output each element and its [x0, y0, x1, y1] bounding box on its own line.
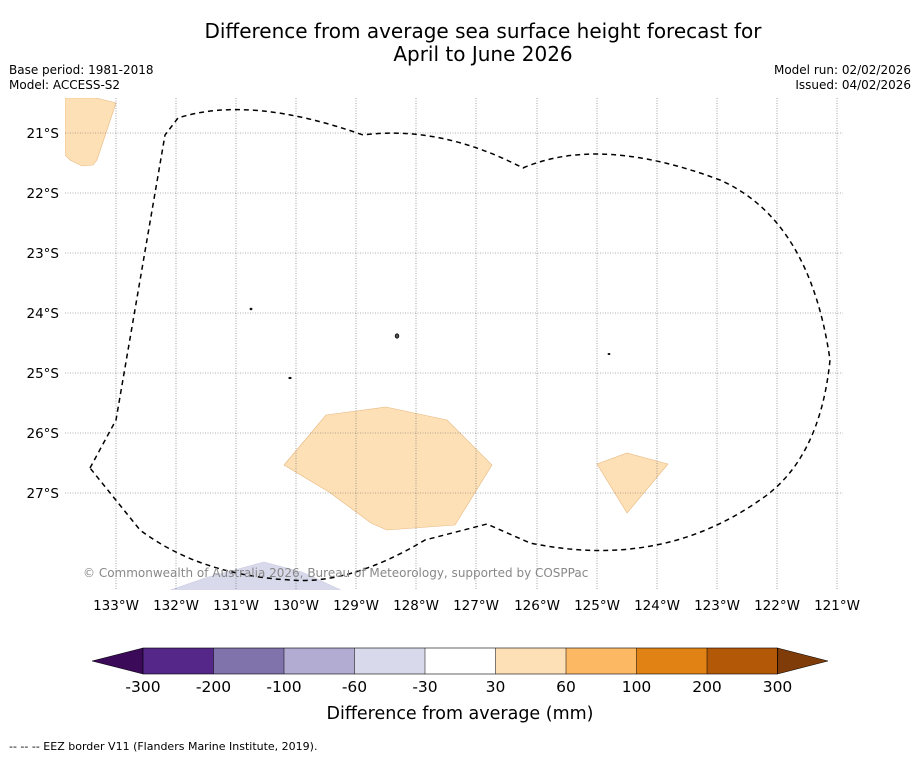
graticule — [65, 98, 843, 590]
colorbar-tick-4: -60 — [342, 678, 367, 696]
lat-label-24s: 24°S — [27, 306, 60, 322]
lon-label-121w: 121°W — [814, 598, 860, 614]
lon-label-123w: 123°W — [694, 598, 740, 614]
model-run-text: Model run: 02/02/2026 — [773, 63, 911, 77]
colorbar-cell-6 — [495, 648, 566, 674]
issued-text: Issued: 04/02/2026 — [795, 78, 911, 92]
colorbar-cell-5 — [425, 648, 496, 674]
islands — [249, 307, 611, 380]
colorbar-cell-1 — [143, 648, 214, 674]
colorbar-tick-5: -30 — [412, 678, 437, 696]
colorbar-tick-8: 100 — [622, 678, 652, 696]
colorbar-outline — [142, 647, 778, 675]
base-period-text: Base period: 1981-2018 — [9, 63, 154, 77]
lon-label-132w: 132°W — [153, 598, 199, 614]
lat-label-21s: 21°S — [27, 126, 60, 142]
meta-left: Base period: 1981-2018 Model: ACCESS-S2 — [9, 63, 154, 93]
colorbar-cell-9 — [707, 648, 778, 674]
lon-label-128w: 128°W — [393, 598, 439, 614]
colorbar-dividers — [213, 648, 708, 674]
colorbar-tick-6: 30 — [486, 678, 506, 696]
colorbar-cell-4 — [354, 648, 425, 674]
colorbar-cell-8 — [636, 648, 707, 674]
colorbar-tick-10: 300 — [763, 678, 793, 696]
anomaly-patch-northwest — [65, 98, 117, 167]
lon-label-127w: 127°W — [453, 598, 499, 614]
colorbar-cell-over — [777, 647, 829, 675]
model-text: Model: ACCESS-S2 — [9, 78, 121, 92]
latitude-labels: 21°S 22°S 23°S 24°S 25°S 26°S 27°S — [27, 126, 60, 502]
lat-label-25s: 25°S — [27, 366, 60, 382]
lat-label-22s: 22°S — [27, 186, 60, 202]
colorbar-cell-under — [91, 647, 144, 675]
island-2 — [394, 333, 400, 339]
anomaly-patch-south-negative — [169, 561, 342, 590]
colorbar-tick-7: 60 — [556, 678, 576, 696]
anomaly-patch-central — [283, 406, 493, 531]
lat-label-27s: 27°S — [27, 486, 60, 502]
lon-label-122w: 122°W — [754, 598, 800, 614]
eez-footnote: -- -- -- EEZ border V11 (Flanders Marine… — [9, 740, 318, 753]
lon-label-131w: 131°W — [213, 598, 259, 614]
lat-label-26s: 26°S — [27, 426, 60, 442]
colorbar-cell-7 — [566, 648, 637, 674]
lon-label-129w: 129°W — [333, 598, 379, 614]
map-title: Difference from average sea surface heig… — [0, 20, 919, 66]
longitude-labels: 133°W 132°W 131°W 130°W 129°W 128°W 127°… — [93, 598, 860, 614]
island-3 — [288, 376, 292, 380]
colorbar-cell-2 — [213, 648, 284, 674]
eez-border — [89, 108, 831, 582]
colorbar: -300 -200 -100 -60 -30 30 60 100 200 300… — [91, 647, 829, 724]
meta-right: Model run: 02/02/2026 Issued: 04/02/2026 — [774, 63, 911, 93]
island-4 — [607, 352, 611, 355]
lon-label-133w: 133°W — [93, 598, 139, 614]
lon-label-130w: 130°W — [273, 598, 319, 614]
lon-label-124w: 124°W — [634, 598, 680, 614]
map-title-line2: April to June 2026 — [393, 42, 573, 66]
colorbar-tick-1: -300 — [125, 678, 160, 696]
island-1 — [249, 307, 253, 311]
lon-label-125w: 125°W — [574, 598, 620, 614]
colorbar-tick-9: 200 — [692, 678, 722, 696]
lat-label-23s: 23°S — [27, 246, 60, 262]
colorbar-title: Difference from average (mm) — [326, 704, 593, 724]
colorbar-cell-3 — [284, 648, 355, 674]
copyright-text: © Commonwealth of Australia 2026, Bureau… — [83, 566, 588, 580]
map-title-line1: Difference from average sea surface heig… — [204, 19, 762, 43]
anomaly-patch-east — [596, 452, 669, 514]
lon-label-126w: 126°W — [514, 598, 560, 614]
colorbar-tick-2: -200 — [196, 678, 231, 696]
colorbar-tick-3: -100 — [266, 678, 301, 696]
map-area: © Commonwealth of Australia 2026, Bureau… — [65, 98, 843, 590]
